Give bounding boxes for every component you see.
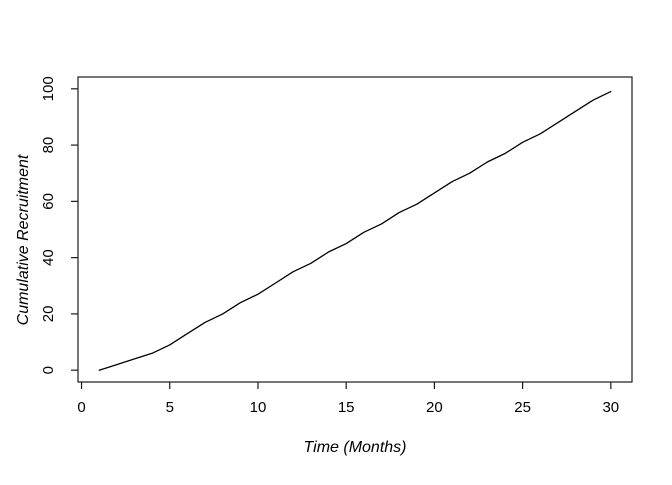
plot-area: 0 5 10 15 20 25 30 0 20 40 60 80 100 <box>40 76 633 416</box>
plot-frame <box>77 76 633 383</box>
y-axis-label: Cumulative Recruitment <box>15 154 32 325</box>
y-tick-label: 80 <box>40 137 57 154</box>
y-tick-label: 60 <box>40 193 57 210</box>
y-tick-label: 20 <box>40 306 57 323</box>
x-tick-label: 10 <box>250 399 267 416</box>
x-axis-label: Time (Months) <box>304 439 407 456</box>
x-tick-label: 5 <box>166 399 174 416</box>
y-tick-label: 100 <box>40 76 57 101</box>
recruitment-line <box>98 90 612 371</box>
x-tick-label: 20 <box>426 399 443 416</box>
y-tick-label: 0 <box>40 366 57 374</box>
x-tick-label: 30 <box>602 399 619 416</box>
x-tick-label: 25 <box>514 399 531 416</box>
x-tick-label: 0 <box>77 399 85 416</box>
y-tick-label: 40 <box>40 249 57 266</box>
x-tick-label: 15 <box>338 399 355 416</box>
